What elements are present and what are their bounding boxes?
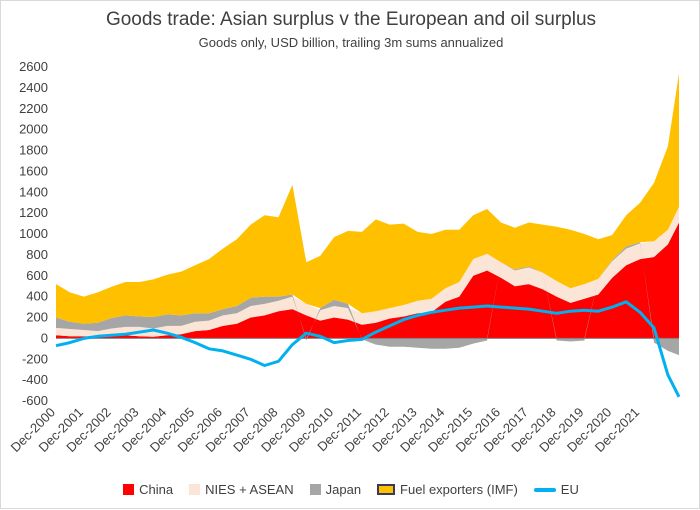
area-fuel-exporters-imf- — [56, 73, 679, 324]
chart-legend: China NIES + ASEAN Japan Fuel exporters … — [1, 482, 700, 497]
legend-swatch-eu — [533, 487, 556, 492]
legend-swatch-japan — [309, 484, 321, 495]
legend-label-fuel-exporters: Fuel exporters (IMF) — [400, 482, 518, 497]
y-tick-label: 1600 — [19, 163, 48, 178]
legend-label-japan: Japan — [325, 482, 362, 497]
chart-title: Goods trade: Asian surplus v the Europea… — [105, 9, 597, 30]
legend-item-japan: Japan — [309, 482, 362, 497]
y-tick-label: -200 — [22, 351, 48, 366]
y-tick-label: -600 — [22, 393, 48, 408]
y-tick-label: 2600 — [19, 59, 48, 74]
legend-item-fuel-exporters: Fuel exporters (IMF) — [377, 482, 518, 497]
legend-swatch-nies-asean — [189, 484, 201, 495]
legend-label-china: China — [139, 482, 174, 497]
y-tick-label: 2200 — [19, 101, 48, 116]
y-tick-label: 600 — [26, 268, 48, 283]
legend-label-nies-asean: NIES + ASEAN — [205, 482, 294, 497]
line-eu — [55, 300, 681, 398]
y-tick-label: 800 — [26, 247, 48, 262]
y-tick-label: 200 — [26, 310, 48, 325]
legend-label-eu: EU — [560, 482, 579, 497]
legend-swatch-fuel-exporters — [377, 484, 396, 495]
y-tick-label: -400 — [22, 372, 48, 387]
legend-item-eu: EU — [533, 482, 579, 497]
y-tick-label: 1200 — [19, 205, 48, 220]
y-tick-label: 0 — [41, 330, 48, 345]
legend-item-china: China — [123, 482, 173, 497]
y-tick-label: 1800 — [19, 143, 48, 158]
y-tick-label: 400 — [26, 289, 48, 304]
chart-subtitle: Goods only, USD billion, trailing 3m sum… — [198, 35, 504, 50]
legend-swatch-china — [123, 484, 135, 495]
y-tick-label: 1400 — [19, 184, 48, 199]
y-tick-label: 2000 — [19, 122, 48, 137]
y-tick-label: 2400 — [19, 80, 48, 95]
y-tick-label: 1000 — [19, 226, 48, 241]
legend-item-nies-asean: NIES + ASEAN — [189, 482, 294, 497]
